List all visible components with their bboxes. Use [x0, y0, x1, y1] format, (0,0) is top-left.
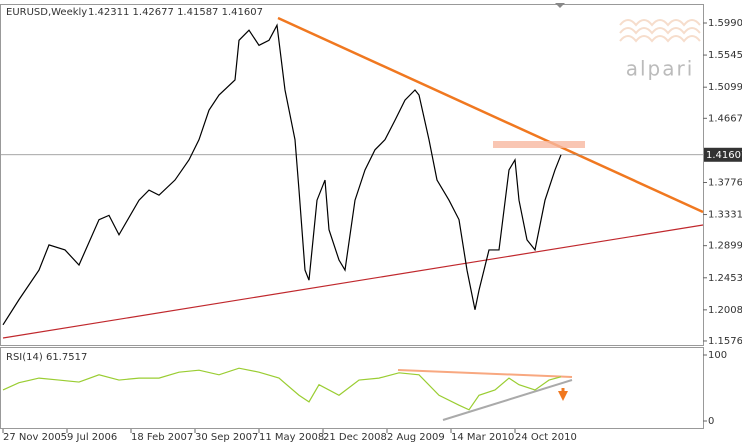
- x-tick-label: 21 Dec 2008: [323, 432, 387, 443]
- y-tick-label: 1.28990: [708, 241, 742, 252]
- shift-marker: [555, 3, 565, 8]
- y-tick-label: 1.20080: [708, 305, 742, 316]
- x-tick-label: 24 Oct 2010: [515, 432, 577, 443]
- rsi-title: RSI(14) 61.7517: [6, 352, 87, 363]
- x-tick-label: 9 Jul 2006: [67, 432, 117, 443]
- x-tick-label: 30 Sep 2007: [195, 432, 258, 443]
- resistance-trendline: [277, 16, 704, 214]
- price-panel: [0, 4, 704, 346]
- y-tick-label: 1.15760: [708, 336, 742, 347]
- ohlc-values: 1.42311 1.42677 1.41587 1.41607: [88, 7, 263, 18]
- y-tick-label: 1.46670: [708, 113, 742, 124]
- x-tick-label: 11 May 2008: [259, 432, 324, 443]
- x-tick-label: 2 Aug 2009: [387, 432, 445, 443]
- y-tick-label: 1.59900: [708, 18, 742, 29]
- logo: alpari: [626, 57, 695, 81]
- chart-title: EURUSD,Weekly: [6, 7, 87, 18]
- series-line: [2, 23, 562, 326]
- y-tick-label: 1.37760: [708, 177, 742, 188]
- series-line: [2, 367, 562, 411]
- y-tick-label: 1.55450: [708, 50, 742, 61]
- down-arrow: [558, 391, 568, 401]
- x-tick-label: 18 Feb 2007: [131, 432, 193, 443]
- support-trendline: [2, 224, 704, 339]
- y-tick-label: 1.33310: [708, 210, 742, 221]
- y-tick-label: 1.24530: [708, 273, 742, 284]
- y-tick-label: 0: [708, 416, 714, 427]
- y-tick-label: 1.50990: [708, 82, 742, 93]
- logo-waves: [619, 19, 701, 43]
- current-price-label: 1.41607: [706, 150, 742, 161]
- current-price-box: [704, 147, 742, 162]
- y-tick-label: 100: [708, 350, 727, 361]
- rsi-panel: [0, 347, 704, 429]
- rsi-support-line: [442, 379, 573, 421]
- x-tick-label: 14 Mar 2010: [451, 432, 514, 443]
- rsi-resistance-line: [397, 369, 573, 378]
- resistance-zone: [493, 141, 585, 148]
- x-tick-label: 27 Nov 2005: [3, 432, 67, 443]
